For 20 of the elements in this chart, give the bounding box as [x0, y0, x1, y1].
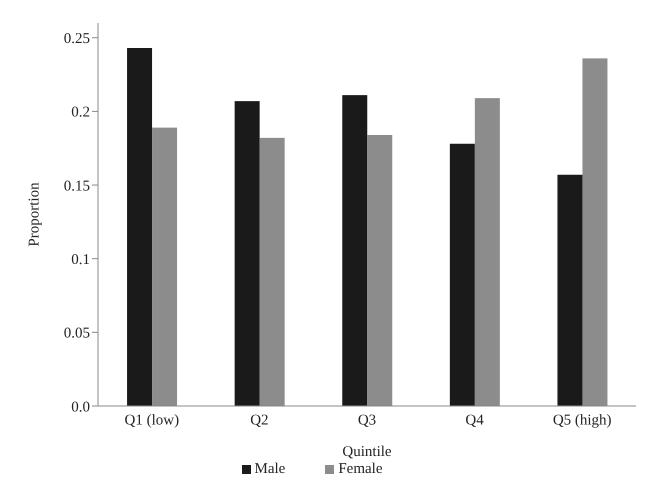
y-tick-label: 0.05 [64, 326, 90, 342]
x-tick-label: Q5 (high) [552, 412, 612, 429]
y-tick-label: 0.1 [71, 252, 90, 268]
y-tick-label: 0.0 [71, 399, 90, 416]
x-tick-label: Q1 (low) [124, 412, 180, 429]
bar [127, 48, 152, 406]
bar [557, 174, 582, 406]
y-tick-label: 0.25 [64, 31, 90, 48]
bar [234, 101, 260, 406]
x-tick-label: Q3 [358, 412, 376, 429]
bar [450, 144, 475, 406]
y-tick-label: 0.2 [71, 104, 90, 121]
y-axis-title: Proportion [26, 182, 42, 247]
x-tick-label: Q2 [250, 412, 269, 429]
y-tick-label: 0.15 [64, 178, 90, 194]
legend-label: Female [338, 461, 382, 477]
x-tick-label: Q4 [465, 412, 484, 429]
legend-label: Male [254, 461, 286, 477]
x-axis-title: Quintile [342, 444, 392, 460]
bar [342, 95, 368, 406]
